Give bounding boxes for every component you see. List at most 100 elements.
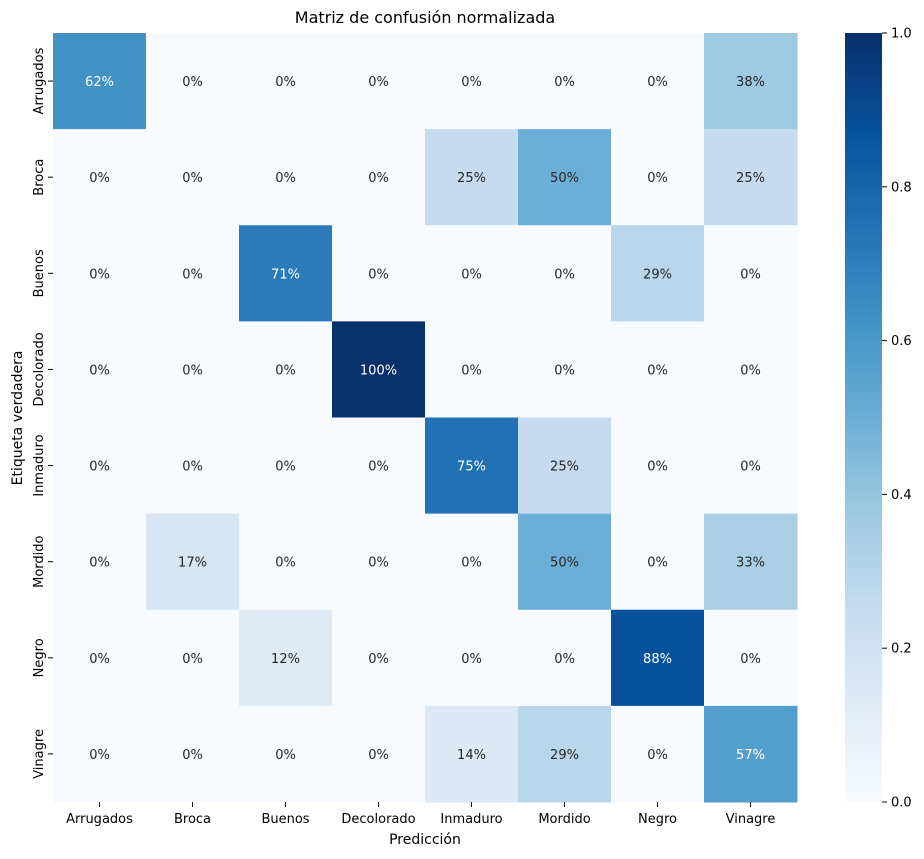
heatmap-cell [146,705,240,803]
heatmap-cell [239,33,333,130]
y-tick-label: Inmaduro [32,434,47,496]
heatmap-cell [53,225,147,322]
heatmap-cell [518,129,612,226]
heatmap-cell [518,417,612,515]
chart-title: Matriz de confusión normalizada [295,8,555,27]
cell-annotation: 0% [368,267,389,282]
heatmap-cell [53,609,147,707]
colorbar [845,33,882,802]
cell-annotation: 25% [736,171,765,186]
heatmap-cell [611,225,705,322]
cell-annotation: 0% [647,460,668,475]
cell-annotation: 0% [182,652,203,667]
heatmap-cell [611,705,705,803]
cell-annotation: 75% [457,460,486,475]
heatmap-cell [146,513,240,611]
heatmap-cell [611,513,705,611]
colorbar-ticks: 0.0 0.2 0.4 0.6 0.8 1.0 [882,27,912,811]
heatmap-cell [425,33,519,130]
cell-annotation: 0% [461,556,482,571]
cell-annotation: 0% [182,748,203,763]
y-tick-label: Negro [32,638,47,677]
y-tick-label: Mordido [32,535,47,587]
cell-annotation: 0% [461,267,482,282]
cell-annotation: 0% [368,748,389,763]
heatmap-cell [425,513,519,611]
cell-annotation: 0% [461,75,482,90]
cell-annotation: 0% [368,75,389,90]
heatmap-cell [239,417,333,515]
heatmap-cell [611,417,705,515]
cell-annotation: 88% [643,652,672,667]
y-axis-label: Etiqueta verdadera [10,351,26,486]
cell-annotation: 0% [647,171,668,186]
heatmap-cell [239,705,333,803]
cell-annotation: 100% [360,363,397,378]
cell-annotation: 0% [89,652,110,667]
heatmap-cell [146,129,240,226]
heatmap-cell [425,417,519,515]
cell-annotation: 0% [461,652,482,667]
cell-annotation: 0% [89,460,110,475]
colorbar-tick-label: 0.0 [891,796,912,811]
x-tick-label: Inmaduro [440,812,502,827]
heatmap-cell [239,321,333,418]
cell-annotation: 0% [182,267,203,282]
cell-annotation: 17% [178,556,207,571]
heatmap-cell [53,705,147,803]
heatmap-cell [239,225,333,322]
heatmap-cell [518,609,612,707]
heatmap-cell [332,609,426,707]
heatmap-cell [332,705,426,803]
heatmap-cell [425,609,519,707]
heatmap-cell-labels: 62% 0% 0% 0% 0% 0% 0% 38% 0% 0% 0% 0% 25% 50% 0% 25% 0% 0… [85,75,765,763]
heatmap-cell [146,321,240,418]
cell-annotation: 14% [457,748,486,763]
heatmap-cell [239,513,333,611]
cell-annotation: 0% [554,652,575,667]
heatmap-cell [53,513,147,611]
heatmap-cell [53,417,147,515]
heatmap-cell [425,129,519,226]
cell-annotation: 25% [457,171,486,186]
cell-annotation: 0% [554,267,575,282]
cell-annotation: 0% [554,363,575,378]
heatmap-cell [332,225,426,322]
cell-annotation: 0% [89,171,110,186]
heatmap-cell [611,129,705,226]
cell-annotation: 0% [740,363,761,378]
y-tick-label: Decolorado [32,332,47,406]
cell-annotation: 0% [275,748,296,763]
cell-annotation: 0% [182,460,203,475]
cell-annotation: 50% [550,556,579,571]
cell-annotation: 0% [89,748,110,763]
heatmap-cell [704,513,798,611]
cell-annotation: 0% [89,363,110,378]
cell-annotation: 0% [368,171,389,186]
cell-annotation: 25% [550,460,579,475]
cell-annotation: 0% [89,267,110,282]
heatmap-cell [53,321,147,418]
heatmap-cell [332,129,426,226]
heatmap-cell [704,417,798,515]
x-axis-ticks: Arrugados Broca Buenos Decolorado Inmaduro Mo… [66,802,775,827]
cell-annotation: 0% [275,171,296,186]
cell-annotation: 71% [271,267,300,282]
heatmap-cell [518,513,612,611]
x-tick-label: Decolorado [341,812,415,827]
heatmap-cell [518,321,612,418]
cell-annotation: 50% [550,171,579,186]
colorbar-tick-label: 0.6 [891,334,912,349]
heatmap-cell [704,705,798,803]
heatmap-cell [518,225,612,322]
x-tick-label: Buenos [261,812,309,827]
x-tick-label: Negro [638,812,677,827]
cell-annotation: 0% [647,556,668,571]
heatmap-cell [146,33,240,130]
heatmap-cell [332,321,426,418]
cell-annotation: 0% [740,460,761,475]
cell-annotation: 0% [647,75,668,90]
heatmap-cell [704,129,798,226]
heatmap-cell [425,225,519,322]
heatmap-cell [332,33,426,130]
